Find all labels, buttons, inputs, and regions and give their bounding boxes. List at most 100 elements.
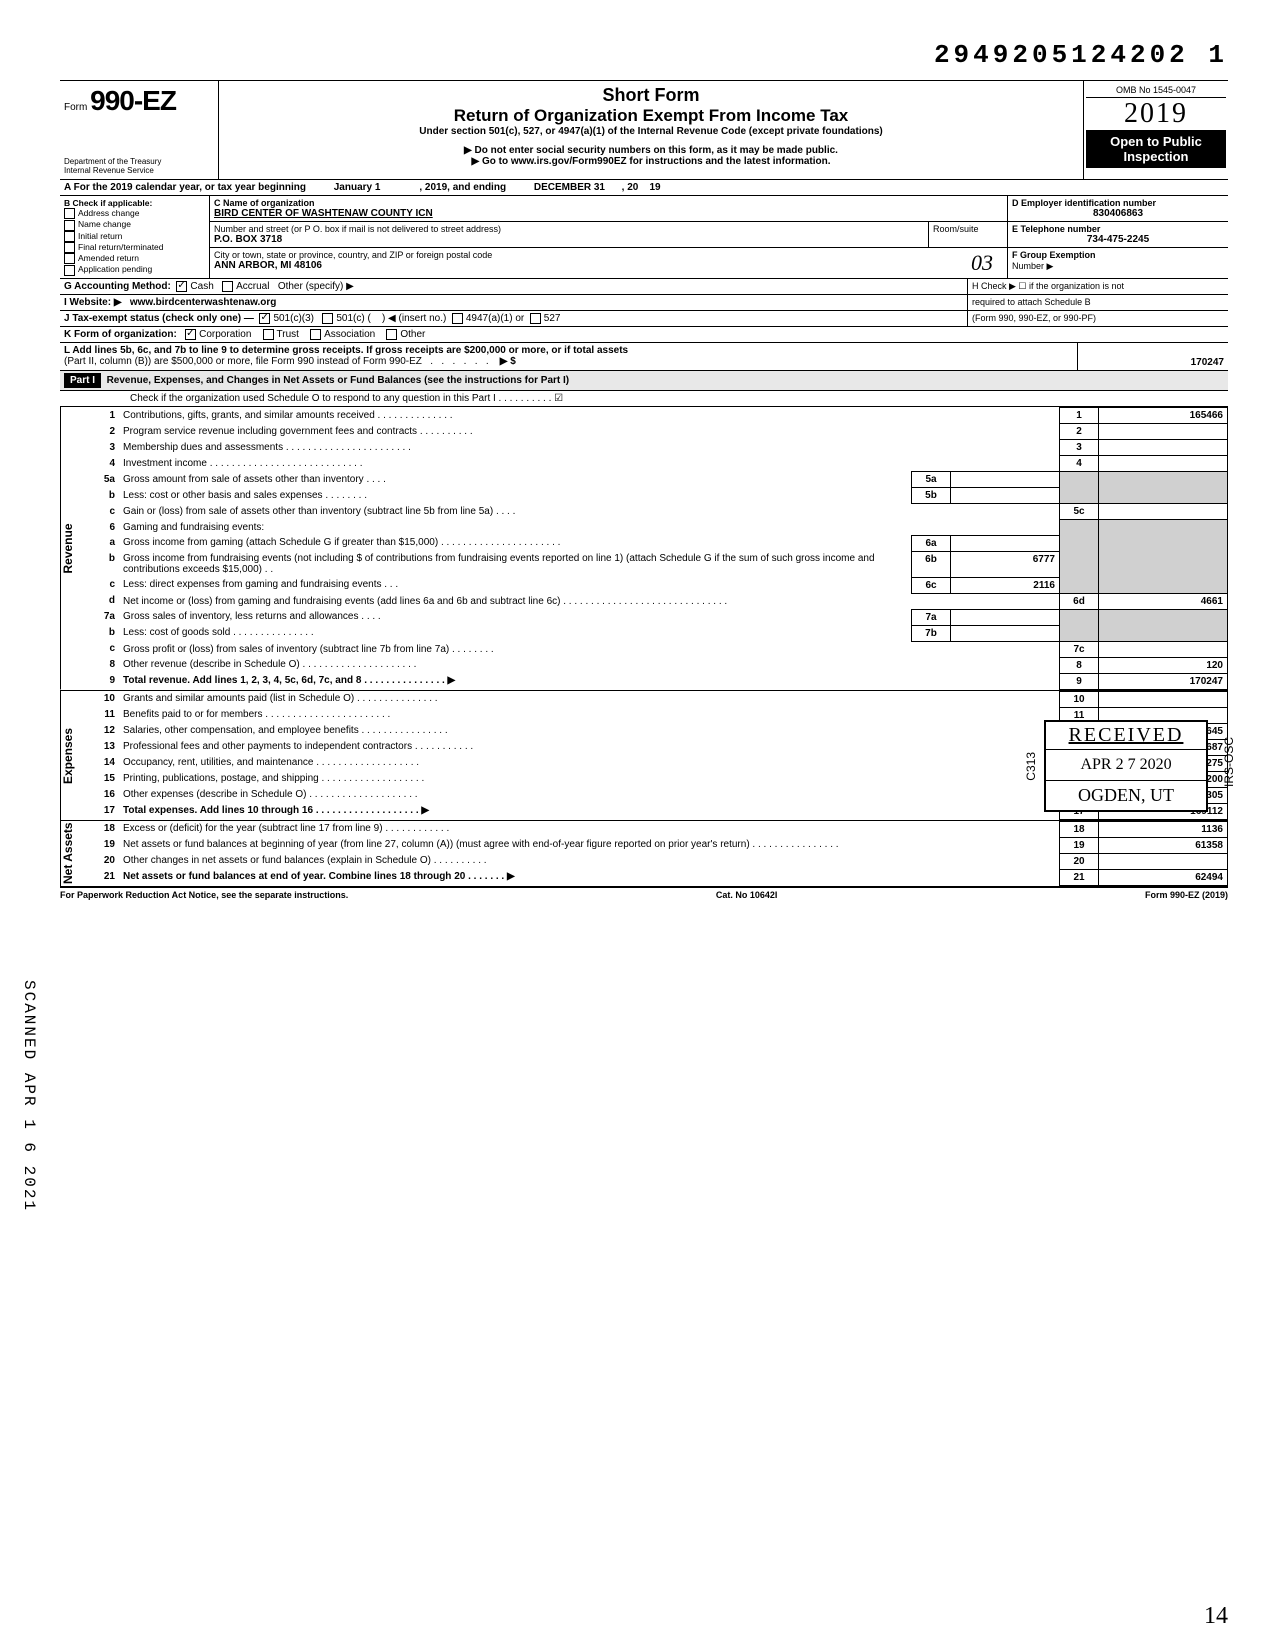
line-6a-iv <box>951 535 1060 551</box>
b-opt-4: Amended return <box>78 253 139 263</box>
chk-pending[interactable] <box>64 265 75 276</box>
line-8-desc: Other revenue (describe in Schedule O) .… <box>119 657 1060 673</box>
stamp-received: RECEIVED <box>1046 722 1206 750</box>
form-word: Form <box>64 102 87 113</box>
footer-left: For Paperwork Reduction Act Notice, see … <box>60 890 348 900</box>
line-19-no: 19 <box>1060 837 1099 853</box>
line-17-desc: Total expenses. Add lines 10 through 16 … <box>119 803 1060 819</box>
k-corp: Corporation <box>199 329 251 340</box>
short-form-label: Short Form <box>227 85 1075 106</box>
revenue-table: 1Contributions, gifts, grants, and simil… <box>83 407 1228 690</box>
line-a-mid: , 2019, and ending <box>419 182 506 193</box>
chk-assoc[interactable] <box>310 329 321 340</box>
line-19-val: 61358 <box>1099 837 1228 853</box>
line-8-no: 8 <box>1060 657 1099 673</box>
line-21-no: 21 <box>1060 869 1099 885</box>
chk-501c[interactable] <box>322 313 333 324</box>
h-label3: (Form 990, 990-EZ, or 990-PF) <box>972 313 1224 323</box>
b-header: B Check if applicable: <box>64 198 205 208</box>
form-number: 990-EZ <box>90 85 176 116</box>
line-6c-iv: 2116 <box>951 577 1060 593</box>
line-a-prefix: A For the 2019 calendar year, or tax yea… <box>64 182 306 193</box>
line-7c-val <box>1099 641 1228 657</box>
line-21-desc: Net assets or fund balances at end of ye… <box>119 869 1060 885</box>
line-6a-desc: Gross income from gaming (attach Schedul… <box>119 535 912 551</box>
chk-501c3[interactable] <box>259 313 270 324</box>
line-4-desc: Investment income . . . . . . . . . . . … <box>119 456 1060 472</box>
line-6c-desc: Less: direct expenses from gaming and fu… <box>119 577 912 593</box>
open-public-2: Inspection <box>1088 149 1224 164</box>
line-2-no: 2 <box>1060 424 1099 440</box>
chk-accrual[interactable] <box>222 281 233 292</box>
h-label: H Check ▶ ☐ if the organization is not <box>972 281 1224 292</box>
line-2-val <box>1099 424 1228 440</box>
chk-final[interactable] <box>64 242 75 253</box>
line-a: A For the 2019 calendar year, or tax yea… <box>60 180 1228 196</box>
chk-initial[interactable] <box>64 231 75 242</box>
stamp-location: OGDEN, UT <box>1046 781 1206 810</box>
line-10-desc: Grants and similar amounts paid (list in… <box>119 691 1060 707</box>
g-accrual: Accrual <box>236 281 269 292</box>
line-7c-no: 7c <box>1060 641 1099 657</box>
line-21-val: 62494 <box>1099 869 1228 885</box>
line-4-no: 4 <box>1060 456 1099 472</box>
line-7c-desc: Gross profit or (loss) from sales of inv… <box>119 641 1060 657</box>
line-5b-ib: 5b <box>912 488 951 504</box>
b-opt-5: Application pending <box>78 264 152 274</box>
b-opt-3: Final return/terminated <box>78 242 164 252</box>
line-5b-desc: Less: cost or other basis and sales expe… <box>119 488 912 504</box>
chk-cash[interactable] <box>176 281 187 292</box>
g-cash: Cash <box>190 281 213 292</box>
k-trust: Trust <box>277 329 299 340</box>
l-val: 170247 <box>1191 357 1224 368</box>
line-5c-val <box>1099 504 1228 520</box>
j-e: 527 <box>544 313 561 324</box>
chk-amended[interactable] <box>64 253 75 264</box>
line-5c-no: 5c <box>1060 504 1099 520</box>
line-7b-ib: 7b <box>912 625 951 641</box>
line-9-no: 9 <box>1060 673 1099 689</box>
page-number: 14 <box>1204 1603 1228 1630</box>
line-3-desc: Membership dues and assessments . . . . … <box>119 440 1060 456</box>
l-arrow: ▶ $ <box>500 356 516 367</box>
line-2-desc: Program service revenue including govern… <box>119 424 1060 440</box>
j-c: ) ◀ (insert no.) <box>382 313 446 324</box>
line-6d-desc: Net income or (loss) from gaming and fun… <box>119 593 1060 609</box>
line-12-desc: Salaries, other compensation, and employ… <box>119 723 1060 739</box>
line-6-desc: Gaming and fundraising events: <box>119 520 1060 536</box>
stamp-side-c: C313 <box>1024 752 1038 781</box>
line-7a-desc: Gross sales of inventory, less returns a… <box>119 609 912 625</box>
line-15-desc: Printing, publications, postage, and shi… <box>119 771 1060 787</box>
line-5a-iv <box>951 472 1060 488</box>
chk-korg[interactable] <box>386 329 397 340</box>
chk-corp[interactable] <box>185 329 196 340</box>
line-a-end-month: DECEMBER 31 <box>534 182 605 193</box>
line-5a-desc: Gross amount from sale of assets other t… <box>119 472 912 488</box>
street: P.O. BOX 3718 <box>214 234 924 245</box>
line-5a-ib: 5a <box>912 472 951 488</box>
footer: For Paperwork Reduction Act Notice, see … <box>60 888 1228 900</box>
chk-name[interactable] <box>64 220 75 231</box>
expenses-side-label: Expenses <box>60 691 83 820</box>
line-6d-val: 4661 <box>1099 593 1228 609</box>
l-text: L Add lines 5b, 6c, and 7b to line 9 to … <box>64 345 628 356</box>
stamp-date: APR 2 7 2020 <box>1046 750 1206 781</box>
line-9-val: 170247 <box>1099 673 1228 689</box>
tax-year: 2019 <box>1086 98 1226 130</box>
form-title: Return of Organization Exempt From Incom… <box>227 106 1075 126</box>
handwritten-03: 03 <box>971 250 1003 276</box>
chk-527[interactable] <box>530 313 541 324</box>
chk-trust[interactable] <box>263 329 274 340</box>
omb-number: OMB No 1545-0047 <box>1086 83 1226 98</box>
open-public-1: Open to Public <box>1088 134 1224 149</box>
j-label: J Tax-exempt status (check only one) — <box>64 313 254 324</box>
k-other: Other <box>400 329 425 340</box>
line-3-no: 3 <box>1060 440 1099 456</box>
line-6b-ib: 6b <box>912 551 951 577</box>
chk-4947[interactable] <box>452 313 463 324</box>
chk-address[interactable] <box>64 208 75 219</box>
city-label: City or town, state or province, country… <box>214 250 971 260</box>
line-a-yr-pre: , 20 <box>622 182 639 193</box>
j-a: 501(c)(3) <box>273 313 314 324</box>
line-3-val <box>1099 440 1228 456</box>
